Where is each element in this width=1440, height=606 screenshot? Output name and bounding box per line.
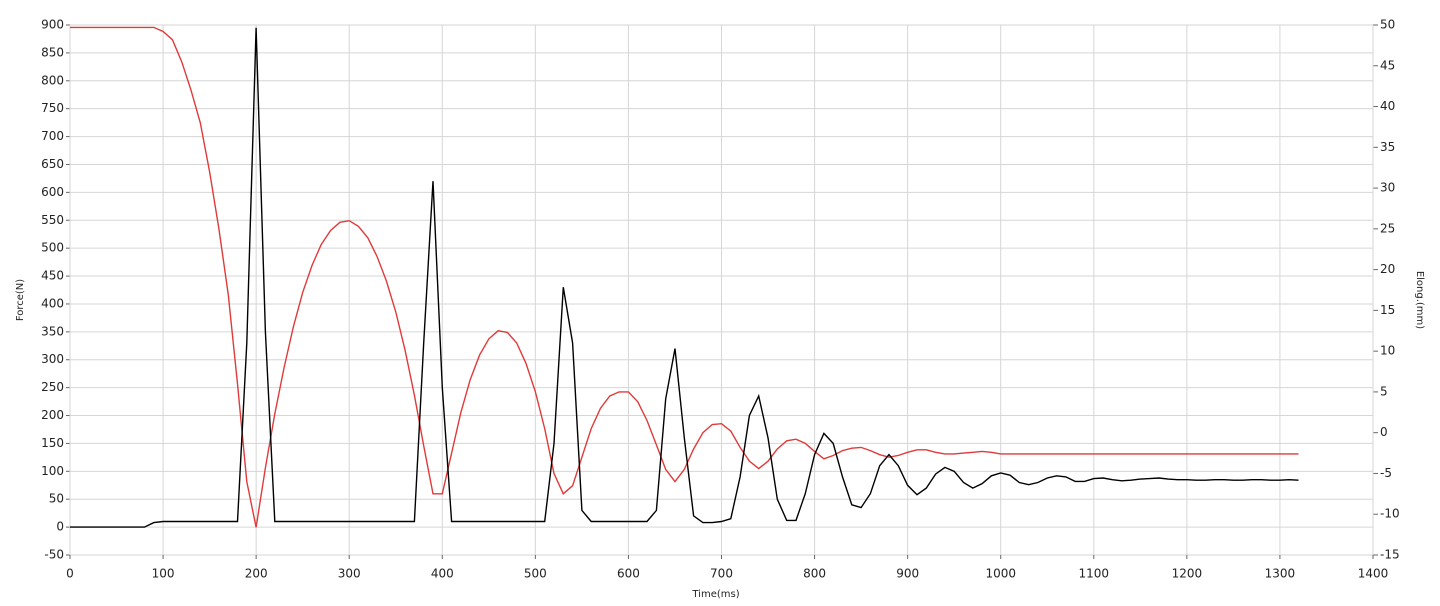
x-tick-label: 400	[431, 567, 454, 581]
y2-tick-label: 0	[1380, 425, 1388, 439]
y-tick-label: 700	[41, 129, 64, 143]
y-tick-label: 800	[41, 73, 64, 87]
y-tick-label: 500	[41, 241, 64, 255]
y2-tick-label: -10	[1380, 507, 1400, 521]
y2-tick-label: 15	[1380, 303, 1395, 317]
y-tick-label: 750	[41, 101, 64, 115]
x-tick-label: 1400	[1358, 567, 1389, 581]
y-tick-label: 100	[41, 464, 64, 478]
y-tick-label: 850	[41, 45, 64, 59]
y-tick-label: 450	[41, 269, 64, 283]
y-tick-label: 550	[41, 213, 64, 227]
x-tick-label: 600	[617, 567, 640, 581]
y2-tick-label: -5	[1380, 466, 1392, 480]
y-tick-label: 0	[56, 520, 64, 534]
y-tick-label: 350	[41, 324, 64, 338]
x-tick-label: 500	[524, 567, 547, 581]
y-tick-label: -50	[44, 548, 64, 562]
x-tick-label: 300	[338, 567, 361, 581]
y-tick-label: 150	[41, 436, 64, 450]
y2-tick-label: 35	[1380, 140, 1395, 154]
x-tick-label: 900	[896, 567, 919, 581]
y2-tick-label: 40	[1380, 99, 1395, 113]
x-tick-label: 200	[245, 567, 268, 581]
y2-tick-label: 30	[1380, 181, 1395, 195]
y2-axis-label: Elong.(mm)	[1414, 271, 1425, 329]
x-tick-label: 800	[803, 567, 826, 581]
y2-tick-label: 5	[1380, 384, 1388, 398]
y2-tick-label: 10	[1380, 344, 1395, 358]
y2-tick-label: 20	[1380, 262, 1395, 276]
x-tick-label: 700	[710, 567, 733, 581]
x-tick-label: 100	[152, 567, 175, 581]
y-tick-label: 900	[41, 18, 64, 32]
y2-tick-label: -15	[1380, 548, 1400, 562]
x-tick-label: 1300	[1265, 567, 1296, 581]
y-tick-label: 600	[41, 185, 64, 199]
y2-tick-label: 25	[1380, 221, 1395, 235]
y-tick-label: 200	[41, 408, 64, 422]
y-tick-label: 650	[41, 157, 64, 171]
x-axis-label: Time(ms)	[691, 589, 739, 600]
y2-tick-label: 45	[1380, 58, 1395, 72]
x-tick-label: 1100	[1079, 567, 1110, 581]
series-line	[70, 26, 1299, 528]
x-tick-label: 1200	[1172, 567, 1203, 581]
y-tick-label: 250	[41, 380, 64, 394]
y2-tick-label: 50	[1380, 18, 1395, 32]
y-tick-label: 300	[41, 352, 64, 366]
series-line	[70, 27, 1299, 528]
x-tick-label: 1000	[985, 567, 1016, 581]
y-tick-label: 400	[41, 296, 64, 310]
y-tick-label: 50	[49, 492, 64, 506]
y-axis-label: Force(N)	[15, 279, 26, 321]
x-tick-label: 0	[66, 567, 74, 581]
